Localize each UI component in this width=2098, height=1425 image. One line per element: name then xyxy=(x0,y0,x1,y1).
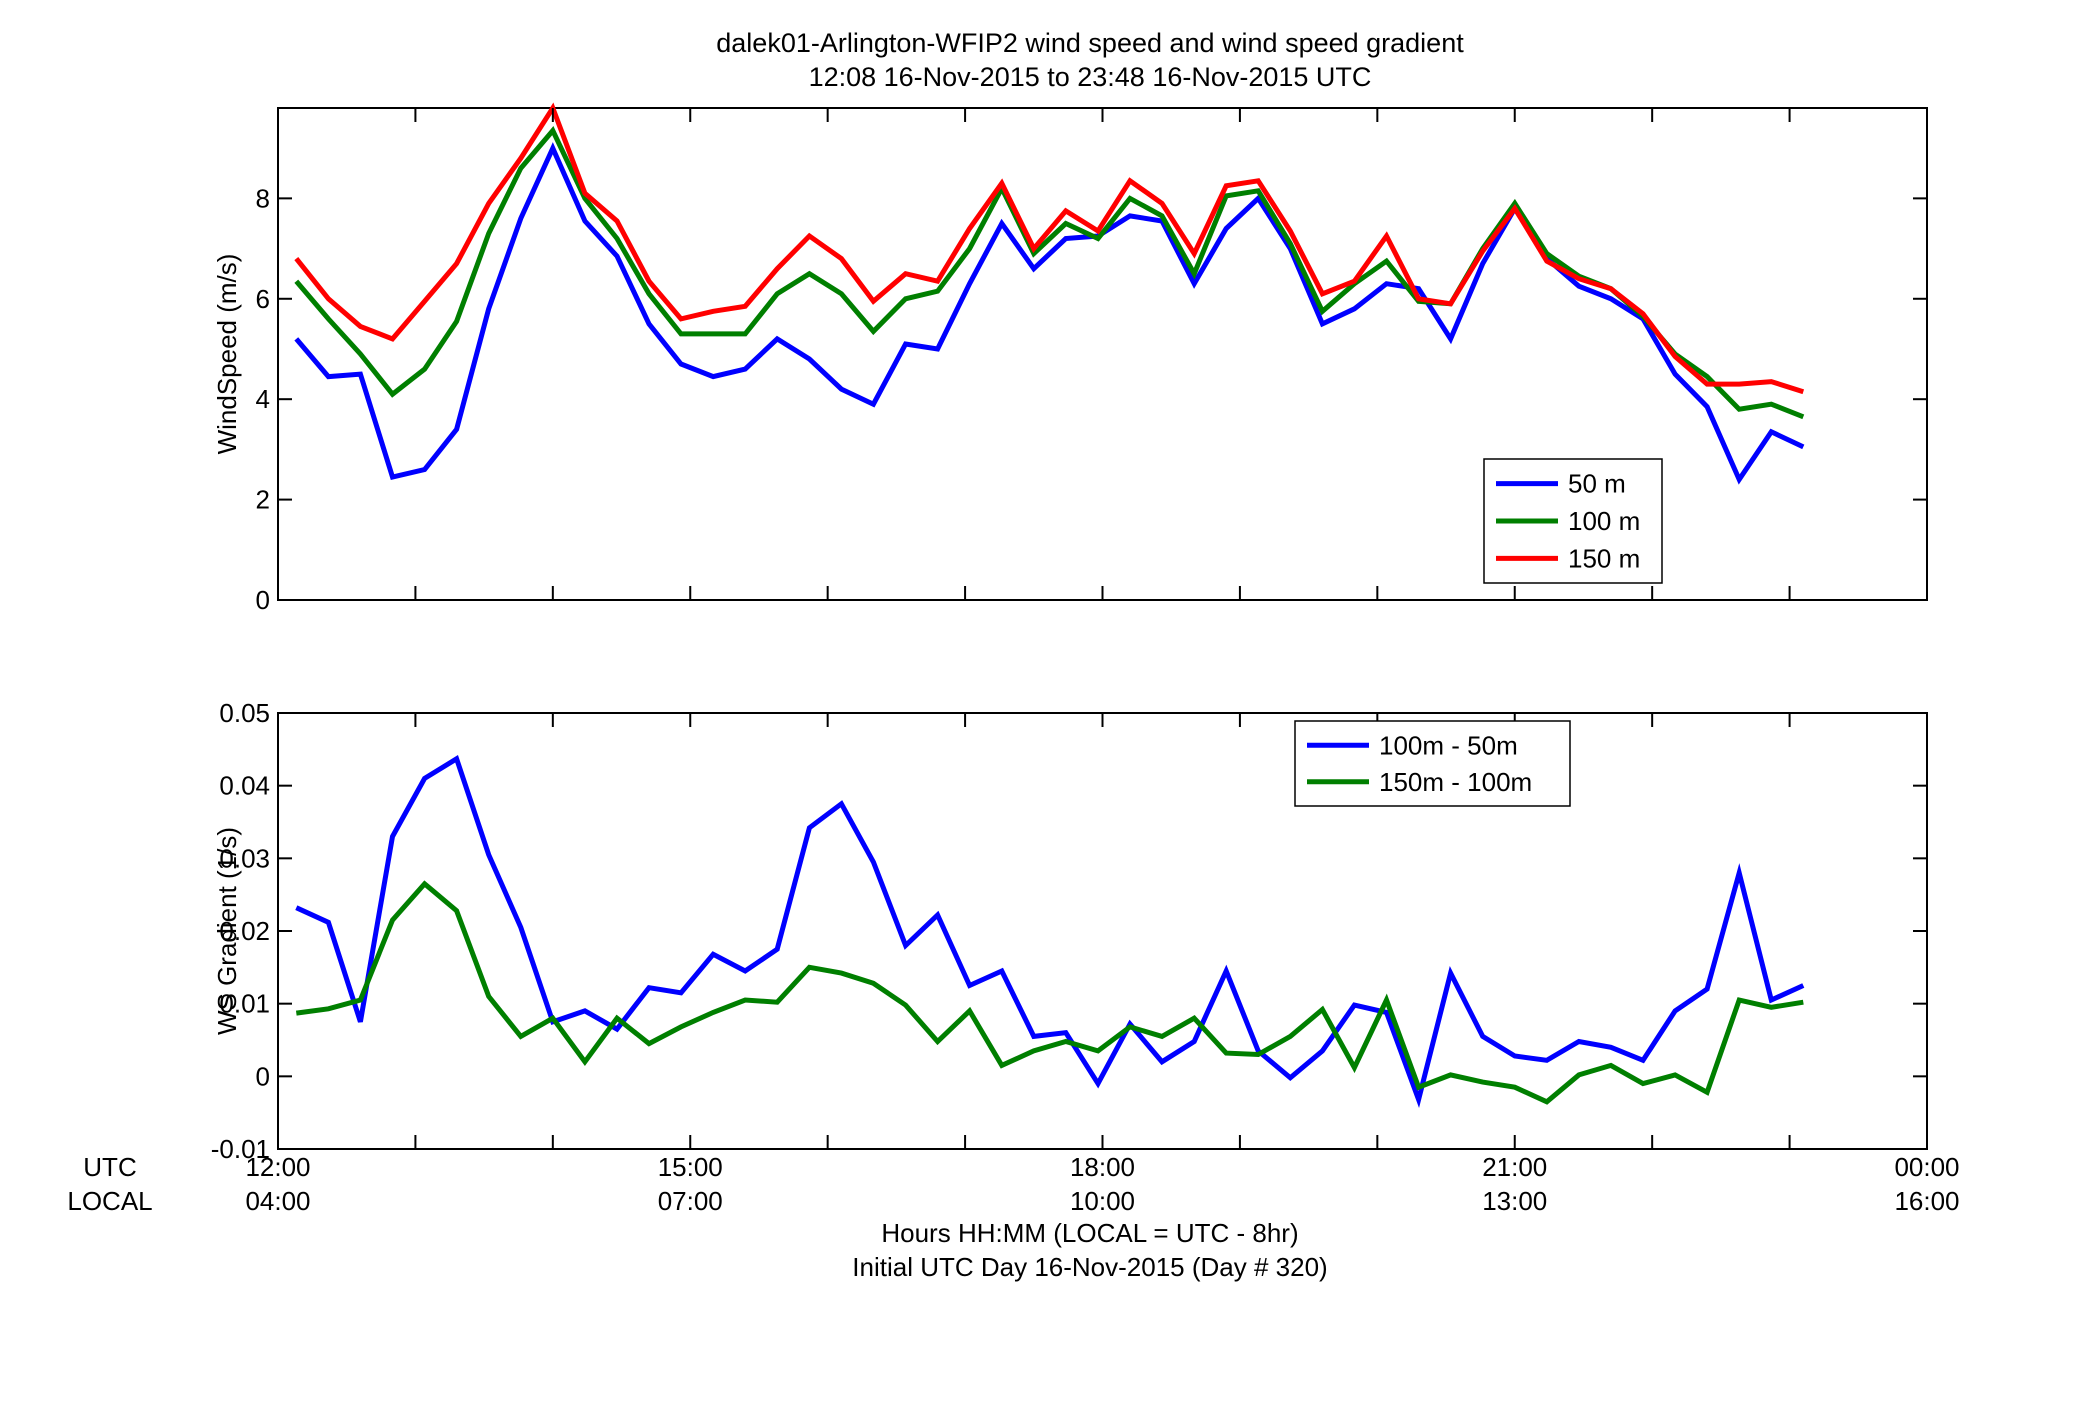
gradient-series-group xyxy=(295,755,1805,1109)
gradient-ytick-label: 0.01 xyxy=(219,989,270,1019)
utc-tick-label: 12:00 xyxy=(245,1152,310,1182)
windspeed-panel: 0 2 4 6 8 WindSpeed (m/s) 50 m 100 m 150 m xyxy=(212,102,1928,615)
gradient-series-line xyxy=(295,880,1804,1105)
windspeed-ytick-label: 6 xyxy=(256,284,270,314)
gradient-panel: -0.01 0 0.01 0.02 0.03 0.04 0.05 WS Gradient (… xyxy=(211,698,1928,1164)
gradient-ytick-label: 0 xyxy=(256,1061,270,1091)
windspeed-legend-label: 150 m xyxy=(1568,543,1640,573)
gradient-legend-label: 100m - 50m xyxy=(1379,730,1518,760)
gradient-ytick-label: 0.04 xyxy=(219,771,270,801)
x-axis-label: Hours HH:MM (LOCAL = UTC - 8hr) xyxy=(881,1218,1298,1248)
gradient-legend-box xyxy=(1294,720,1571,807)
windspeed-legend-label: 50 m xyxy=(1568,469,1626,499)
windspeed-ytick-label: 8 xyxy=(256,183,270,213)
windspeed-legend-label: 100 m xyxy=(1568,506,1640,536)
local-tick-label: 13:00 xyxy=(1482,1186,1547,1216)
gradient-ylabel: WS Gradient (1/s) xyxy=(212,827,242,1035)
utc-tick-label: 21:00 xyxy=(1482,1152,1547,1182)
local-tick-label: 07:00 xyxy=(658,1186,723,1216)
local-tick-label: 16:00 xyxy=(1894,1186,1959,1216)
windspeed-ytick-label: 4 xyxy=(256,384,270,414)
gradient-axes: -0.01 0 0.01 0.02 0.03 0.04 0.05 xyxy=(211,698,1928,1164)
windspeed-ytick-label: 2 xyxy=(256,485,270,515)
chart-title: dalek01-Arlington-WFIP2 wind speed and w… xyxy=(716,28,1464,58)
local-tick-label: 04:00 xyxy=(245,1186,310,1216)
utc-tick-label: 15:00 xyxy=(658,1152,723,1182)
windspeed-axes: 0 2 4 6 8 xyxy=(256,108,1928,615)
gradient-legend: 100m - 50m 150m - 100m xyxy=(1294,720,1571,807)
chart-subtitle: 12:08 16-Nov-2015 to 23:48 16-Nov-2015 U… xyxy=(809,62,1372,92)
gradient-legend-label: 150m - 100m xyxy=(1379,767,1532,797)
windspeed-series-group xyxy=(294,102,1805,485)
gradient-ytick-label: 0.02 xyxy=(219,916,270,946)
x-axis-sublabel: Initial UTC Day 16-Nov-2015 (Day # 320) xyxy=(852,1252,1327,1282)
time-axis-labels: UTC LOCAL 12:00 04:00 15:00 07:00 18:00 10:00… xyxy=(67,1152,1959,1216)
utc-tick-label: 00:00 xyxy=(1894,1152,1959,1182)
windspeed-ylabel: WindSpeed (m/s) xyxy=(212,254,242,455)
windspeed-legend: 50 m 100 m 150 m xyxy=(1483,458,1663,584)
local-tick-label: 10:00 xyxy=(1070,1186,1135,1216)
local-row-label: LOCAL xyxy=(67,1186,152,1216)
gradient-ytick-label: 0.05 xyxy=(219,698,270,728)
utc-row-label: UTC xyxy=(83,1152,136,1182)
gradient-ytick-label: -0.01 xyxy=(211,1134,270,1164)
windspeed-plot-area xyxy=(277,107,1928,601)
windspeed-series-line xyxy=(294,102,1805,395)
windspeed-series-line xyxy=(294,126,1805,420)
gradient-plot-area xyxy=(277,712,1928,1150)
windspeed-ytick-label: 0 xyxy=(256,585,270,615)
utc-tick-label: 18:00 xyxy=(1070,1152,1135,1182)
gradient-series-line xyxy=(295,755,1805,1109)
gradient-ytick-label: 0.03 xyxy=(219,843,270,873)
